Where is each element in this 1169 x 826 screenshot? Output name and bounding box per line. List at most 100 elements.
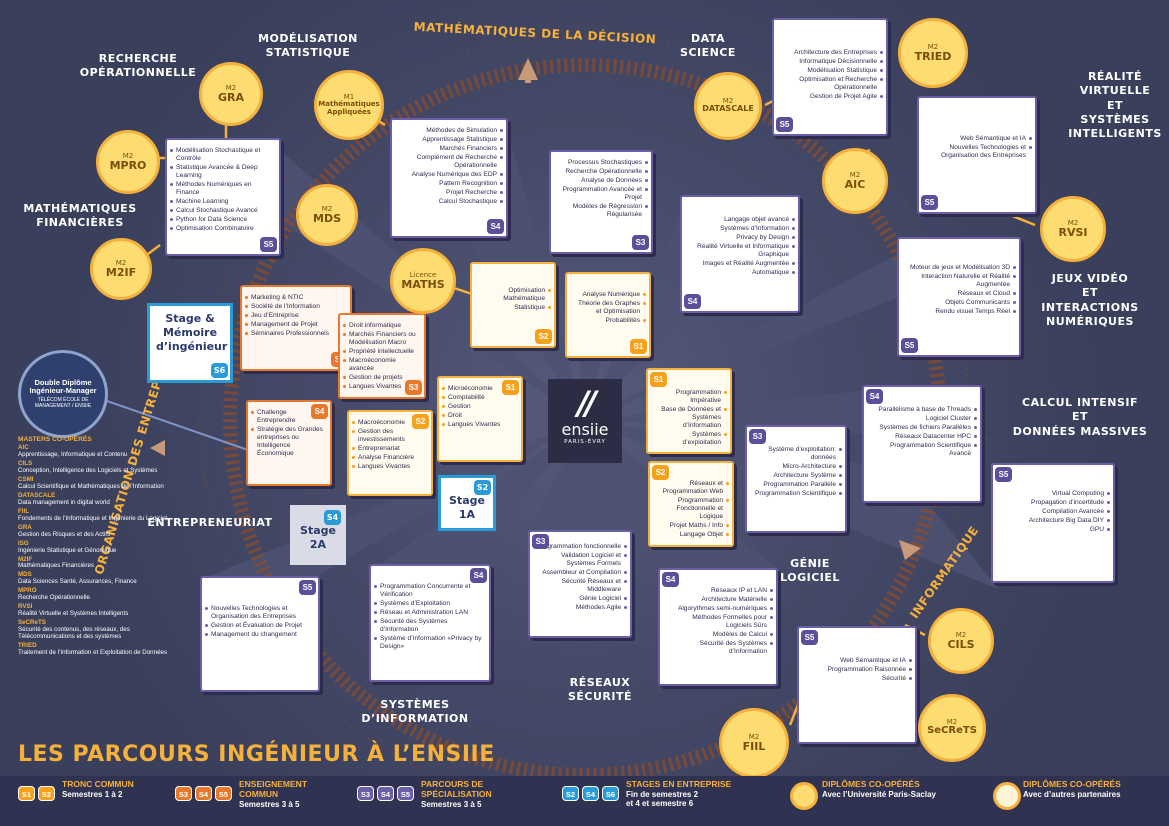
master-entry: MDS Data Sciences Santé, Assurances, Fina… (18, 571, 178, 586)
course-item: Gestion de projets (343, 374, 418, 382)
course-box-s5-calcul: Virtual Computing Propagation d’incertit… (991, 463, 1115, 583)
master-code: M2IF (18, 555, 33, 563)
logo-name: ensiie (561, 420, 609, 439)
master-circle-m2if: M2 M2IF (90, 238, 152, 300)
course-item: Analyse de Données (557, 177, 648, 185)
stage-label: Stage 2A (300, 524, 336, 551)
course-item: Réseaux et Cloud (905, 290, 1016, 298)
course-item: Calcul Stochastique (398, 198, 503, 206)
course-item: Architecture Système (753, 472, 842, 480)
semester-badge: S4 (684, 294, 701, 309)
course-item: Machine Learning (170, 198, 273, 206)
course-item: Méthodes Agile (536, 604, 627, 612)
course-item: Propriété intellectuelle (343, 348, 418, 356)
course-item: Systèmes d’exploitation (654, 431, 727, 447)
course-item: Moteur de jeux et Modélisation 3D (905, 264, 1016, 272)
master-entry: CILS Conception, Intelligence des Logicie… (18, 460, 178, 475)
master-desc: Mathématiques Financières (18, 562, 95, 570)
course-box-s5-jeux: Moteur de jeux et Modélisation 3D Intera… (897, 237, 1021, 357)
course-item: Marchés Financiers ou Modélisation Macro (343, 331, 418, 347)
master-desc: Data Sciences Santé, Assurances, Finance (18, 578, 137, 586)
course-item: Python for Data Science (170, 216, 273, 224)
legend-badge: S3 (357, 786, 374, 801)
course-item: Nouvelles Technologies et Organisation d… (925, 144, 1032, 160)
master-desc: Fondements de l’Informatique et Ingénier… (18, 514, 167, 522)
semester-badge: S1 (650, 372, 667, 387)
semester-badge: S4 (866, 389, 883, 404)
semester-badge: S2 (535, 329, 552, 344)
stage-label: Stage 1A (449, 494, 485, 521)
course-item: Automatique (688, 269, 795, 277)
course-item: Programmation Raisonnée (805, 666, 912, 674)
master-circle-aic: M2 AIC (822, 148, 888, 214)
master-code: RVSI (18, 603, 33, 611)
legend-badge: S4 (195, 786, 212, 801)
legend-badge: S5 (397, 786, 414, 801)
masters-list: MASTERS CO-OPÉRÉS AIC Apprentissage, Info… (18, 436, 178, 659)
course-item: Droit (442, 412, 515, 420)
course-item: Modélisation Statistique (780, 67, 883, 75)
legend-sub: et 4 et semestre 6 (626, 798, 694, 808)
stage-2a-box: Stage 2A S4 (290, 505, 346, 565)
semester-badge: S3 (405, 380, 422, 395)
course-item: Sécurité des Systèmes d’Information (666, 640, 773, 656)
course-item: Rendu visuel Temps Réel (905, 308, 1016, 316)
course-item: Base de Données et Systèmes d’Informatio… (654, 406, 727, 430)
master-circle-mpro: M2 MPRO (96, 130, 160, 194)
course-box-s2-eco: Macroéconomie Gestion des investissement… (347, 410, 433, 496)
course-item: Complément de Recherche Opérationnelle (398, 154, 503, 170)
semester-badge: S1 (630, 339, 647, 354)
course-box-s5-si: Nouvelles Technologies et Organisation d… (200, 576, 320, 692)
course-item: Projet Recherche (398, 189, 503, 197)
domain-genie-logiciel: GÉNIE LOGICIEL (780, 557, 840, 585)
legend-sub: Semestres 1 à 2 (62, 789, 123, 799)
course-item: Langage objet avancé (688, 216, 795, 224)
course-item: Calcul Stochastique Avancé (170, 207, 273, 215)
master-desc: Gestion des Risques et des Actifs (18, 530, 111, 538)
course-item: Analyse Numérique (573, 291, 646, 299)
course-item: GPU (999, 526, 1110, 534)
course-item: Société de l’Information (245, 303, 344, 311)
course-item: Logiciel Cluster (870, 415, 977, 423)
master-entry: TRIED Traitement de l’Information et Expl… (18, 642, 178, 657)
course-item: Réseaux IP et LAN (666, 587, 773, 595)
legend-title: ENSEIGNEMENT COMMUN (239, 779, 308, 799)
master-code: SeCReTS (18, 619, 46, 626)
course-item: Séminaires Professionnels (245, 330, 344, 338)
course-item: Réseaux Datacenter HPC (870, 433, 977, 441)
legend-sub: Avec d’autres partenaires (1023, 789, 1121, 799)
semester-badge: S3 (749, 429, 766, 444)
legend-title: DIPLÔMES CO-OPÉRÉS (822, 779, 920, 789)
course-box-s1-maths: Analyse Numérique Théorie des Graphes et… (565, 272, 651, 358)
legend-sub: Semestres 3 à 5 (239, 799, 300, 809)
course-item: Méthodes de Simulation (398, 127, 503, 135)
master-desc: Ingénierie Statistique et Génomique (18, 546, 117, 554)
legend-badge: S2 (562, 786, 579, 801)
master-entry: M2IF Mathématiques Financières (18, 555, 178, 571)
course-box-s5-genie: Web Sémantique et IA Programmation Raiso… (797, 626, 917, 744)
course-item: Jeu d’Entreprise (245, 312, 344, 320)
course-item: Algorythmes semi-numériques (666, 605, 773, 613)
course-item: Architecture Matérielle (666, 596, 773, 604)
course-item: Microéconomie (442, 385, 515, 393)
course-item: Méthodes Numériques en Finance (170, 181, 273, 197)
legend-sub: Semestres 3 à 5 (421, 799, 482, 809)
domain-modelisation-statistique: MODÉLISATION STATISTIQUE (258, 32, 358, 60)
course-item: Réseaux et Programmation Web (656, 480, 729, 496)
semester-badge: S2 (474, 480, 491, 495)
course-item: Apprentissage Statistique (398, 136, 503, 144)
master-entry: GRA Gestion des Risques et des Actifs (18, 524, 178, 539)
legend-circle-saclay (790, 782, 818, 810)
course-item: Projet Maths / Info (656, 522, 729, 530)
stage-memoire-box: Stage & Mémoire d’ingénieur S6 (147, 303, 233, 383)
semester-badge: S5 (299, 580, 316, 595)
legend-title: PARCOURS DE SPÉCIALISATION (421, 779, 492, 799)
stage-1a-box: Stage 1A S2 (438, 475, 496, 531)
semester-badge: S5 (776, 117, 793, 132)
course-box-s1-info: Programmation Impérative Base de Données… (646, 368, 732, 454)
semester-badge: S4 (311, 404, 328, 419)
semester-badge: S4 (324, 510, 341, 525)
legend-circle-partners (993, 782, 1021, 810)
master-circle-m1: M1 Mathématiques Appliquées (314, 70, 384, 140)
legend-sub: Avec l’Université Paris-Saclay (822, 789, 936, 799)
